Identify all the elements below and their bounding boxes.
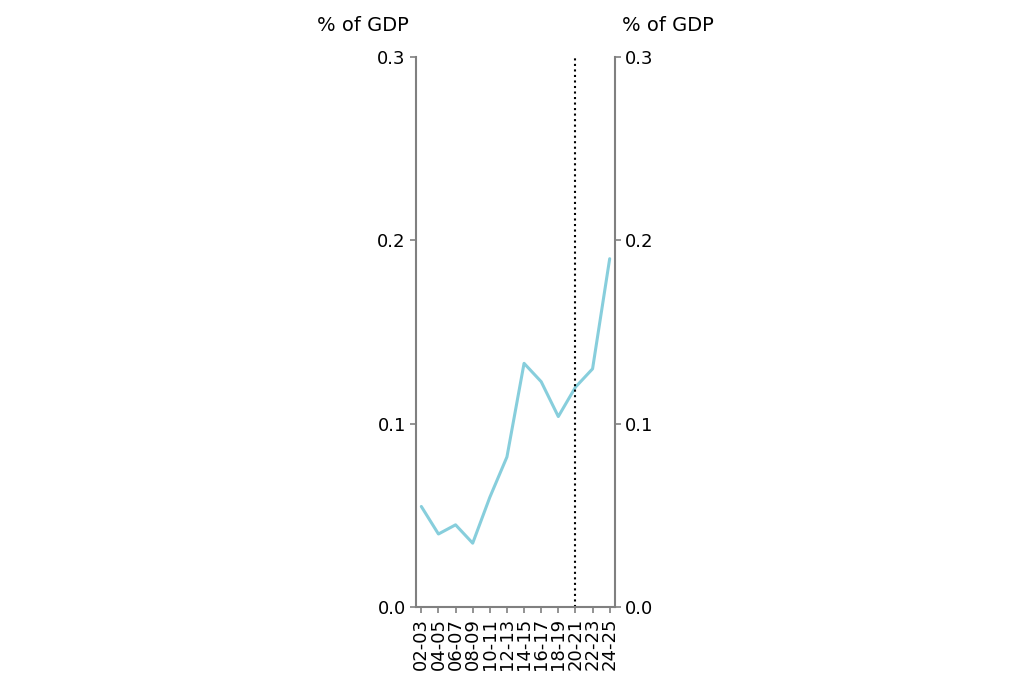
Text: % of GDP: % of GDP	[623, 16, 714, 35]
Text: % of GDP: % of GDP	[317, 16, 408, 35]
